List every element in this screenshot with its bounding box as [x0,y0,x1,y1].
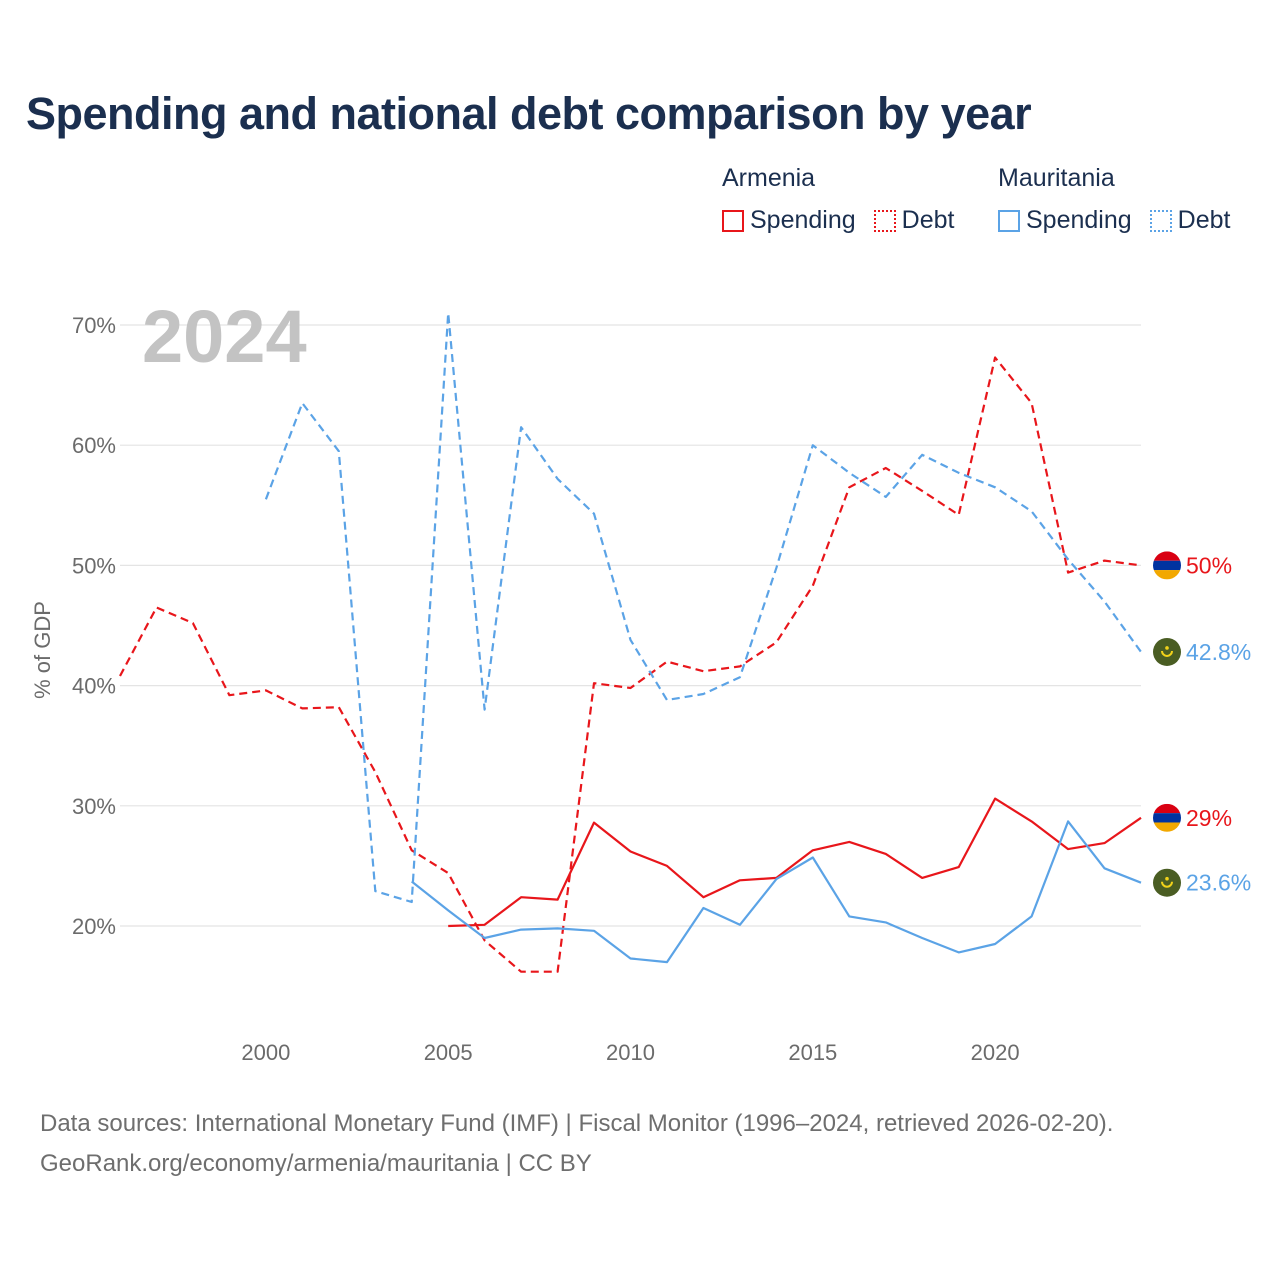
y-axis-ticks: 20% 30% 40% 50% 60% 70% [72,313,116,939]
footer: Data sources: International Monetary Fun… [40,1104,1113,1184]
legend-swatch-dotted [873,209,896,232]
end-value-label: 42.8% [1186,639,1251,665]
series-lines [119,311,1142,973]
end-marker-mauritania-debt: 42.8% [1153,637,1251,666]
legend-item-mauritania-spending[interactable]: Spending [998,206,1132,235]
legend-label: Spending [1026,206,1132,234]
series-line-armenia-debt [119,356,1142,973]
legend-label: Spending [750,206,856,234]
flag-stripe-red [1153,803,1181,814]
mauritania-flag-icon [1153,868,1181,897]
legend-group-mauritania: Mauritania Spending Debt [998,162,1248,235]
flag-crescent [1161,650,1173,657]
y-tick-label: 50% [72,553,116,578]
flag-disc [1153,637,1181,666]
series-end-markers: 29% 50% 23.6% 42.8% [1153,551,1251,897]
x-tick-label: 2000 [241,1040,290,1065]
chart-title: Spending and national debt comparison by… [26,88,1032,139]
flag-star [1165,876,1169,881]
x-tick-label: 2015 [788,1040,837,1065]
end-value-label: 29% [1186,805,1232,831]
y-tick-label: 30% [72,794,116,819]
end-marker-mauritania-spending: 23.6% [1153,868,1251,897]
x-tick-label: 2020 [971,1040,1020,1065]
end-value-label: 50% [1186,552,1232,578]
y-tick-label: 20% [72,914,116,939]
series-line-armenia-spending [448,797,1142,928]
end-marker-armenia-debt: 50% [1153,551,1232,580]
footer-sources: Data sources: International Monetary Fun… [40,1110,1114,1137]
year-watermark: 2024 [142,295,307,378]
series-line-mauritania-debt [264,311,1142,904]
x-axis-ticks: 2000 2005 2010 2015 2020 [241,1040,1019,1065]
flag-disc [1153,868,1181,897]
flag-stripe-orange [1153,822,1181,832]
legend-item-armenia-spending[interactable]: Spending [722,206,856,235]
legend-swatch-dotted [1149,209,1172,232]
flag-star [1165,646,1169,650]
y-tick-label: 70% [72,313,116,338]
flag-stripe-blue [1153,813,1181,823]
gridlines [120,324,1141,927]
flag-stripe-orange [1153,570,1181,580]
x-tick-label: 2010 [606,1040,655,1065]
legend-country-mauritania: Mauritania [998,164,1115,192]
legend-group-armenia: Armenia Spending Debt [722,162,972,235]
y-tick-label: 40% [72,674,116,699]
end-marker-armenia-spending: 29% [1153,803,1232,832]
flag-crescent [1161,881,1173,888]
y-tick-label: 60% [72,433,116,458]
x-tick-label: 2005 [424,1040,473,1065]
legend-label: Debt [901,206,955,234]
series-line-mauritania-spending [411,820,1142,964]
legend-swatch-solid [998,209,1020,232]
mauritania-flag-icon [1153,637,1181,666]
armenia-flag-icon [1153,551,1181,580]
legend-country-armenia: Armenia [722,164,816,192]
legend-label: Debt [1177,206,1231,234]
armenia-flag-icon [1153,803,1181,832]
legend-item-mauritania-debt[interactable]: Debt [1149,206,1231,235]
legend-item-armenia-debt[interactable]: Debt [873,206,955,235]
flag-stripe-blue [1153,560,1181,571]
flag-stripe-red [1153,551,1181,561]
footer-attribution: GeoRank.org/economy/armenia/mauritania |… [40,1150,592,1177]
legend-swatch-solid [722,209,744,232]
y-axis-title: % of GDP [30,601,55,699]
end-value-label: 23.6% [1186,870,1251,896]
